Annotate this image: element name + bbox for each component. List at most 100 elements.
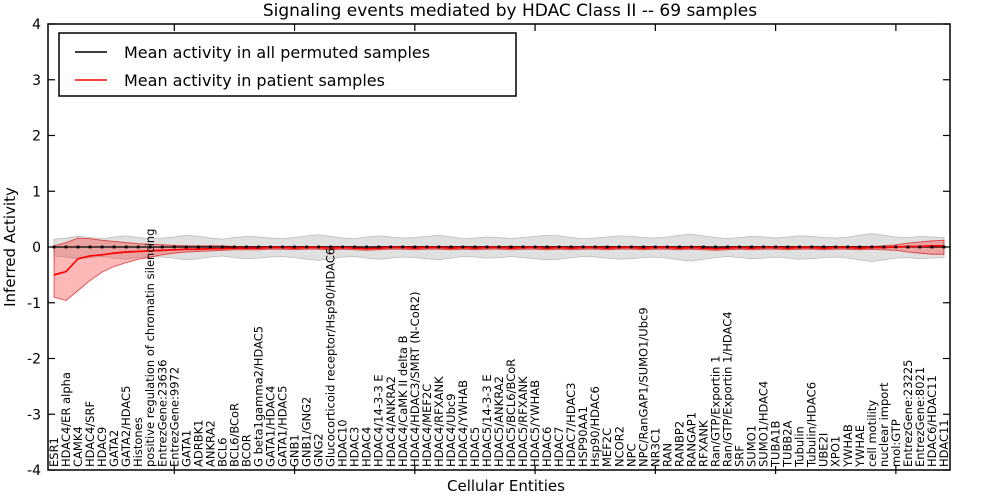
permuted-point-marker [810, 245, 814, 249]
y-tick-label: 0 [32, 240, 41, 256]
x-category-label: MEF2C [600, 428, 614, 467]
y-tick-label: -3 [27, 407, 41, 423]
x-category-label: GATA1/HDAC4 [263, 386, 277, 467]
permuted-point-marker [425, 245, 429, 249]
permuted-point-marker [617, 245, 621, 249]
x-category-label: HDAC3 [348, 427, 362, 467]
permuted-point-marker [148, 245, 152, 249]
permuted-point-marker [136, 245, 140, 249]
permuted-point-marker [533, 245, 537, 249]
permuted-point-marker [774, 245, 778, 249]
permuted-point-marker [461, 245, 465, 249]
chart-title: Signaling events mediated by HDAC Class … [263, 1, 757, 21]
permuted-point-marker [293, 245, 296, 249]
y-tick-label: -4 [27, 463, 41, 479]
x-category-label: HDAC4/14-3-3 E [372, 374, 386, 467]
permuted-point-marker [341, 245, 345, 249]
permuted-point-marker [678, 245, 681, 249]
x-category-label: HDAC5/RFXANK [516, 376, 530, 467]
legend-box [58, 32, 517, 97]
x-category-label: UBE2I [817, 433, 831, 467]
x-category-label: GNB1 [288, 434, 302, 467]
x-category-label: HDAC10 [336, 419, 350, 467]
permuted-point-marker [726, 245, 729, 249]
x-category-label: HDAC4/YWHAB [456, 380, 470, 467]
permuted-point-marker [160, 245, 164, 249]
y-tick-label: 4 [32, 17, 41, 33]
x-category-label: HDAC5 [468, 427, 482, 467]
x-category-label: HDAC4/Ubc9 [444, 393, 458, 467]
x-category-label: NPC [624, 443, 638, 467]
x-category-label: GATA2/HDAC5 [119, 386, 133, 467]
permuted-point-marker [894, 245, 898, 249]
x-category-label: HDAC7 [552, 427, 566, 467]
permuted-point-marker [413, 245, 417, 249]
permuted-point-marker [329, 245, 333, 249]
permuted-point-marker [64, 245, 68, 249]
x-category-label: TUBA1B [769, 420, 783, 468]
x-category-label: HDAC5/YWHAB [528, 380, 542, 467]
x-category-label: G beta1gamma2/HDAC5 [251, 326, 265, 467]
permuted-point-marker [485, 245, 489, 249]
x-axis-label: Cellular Entities [447, 477, 565, 495]
x-category-label: HDAC5/ANKRA2 [492, 376, 506, 467]
permuted-point-marker [738, 245, 741, 249]
permuted-point-marker [100, 245, 104, 249]
x-category-label: HDAC5/14-3-3 E [480, 374, 494, 467]
permuted-point-marker [629, 245, 633, 249]
permuted-point-marker [822, 245, 826, 249]
x-category-label: HDAC4/MEF2C [420, 384, 434, 467]
permuted-point-marker [581, 245, 585, 249]
permuted-point-marker [906, 245, 910, 249]
x-category-label: CAMK4 [71, 426, 85, 467]
y-tick-label: -2 [27, 352, 41, 368]
x-category-label: SUMO1 [745, 425, 759, 467]
x-category-label: positive regulation of chromatin silenci… [143, 229, 157, 467]
x-category-label: nuclear import [877, 382, 891, 467]
permuted-point-marker [76, 245, 80, 249]
x-category-label: cell motility [865, 400, 879, 467]
permuted-point-marker [401, 245, 405, 249]
x-category-label: HDAC4 [360, 427, 374, 467]
x-category-label: EntrezGene:23225 [901, 360, 915, 467]
x-category-label: mol:GTP [889, 419, 903, 467]
x-category-label: Ran/GTP/Exportin 1/HDAC4 [721, 311, 735, 467]
x-category-label: EntrezGene:9972 [167, 367, 181, 467]
x-category-label: HDAC7/HDAC3 [564, 383, 578, 468]
x-category-label: RFXANK [696, 420, 710, 467]
x-category-label: GATA1 [179, 430, 193, 467]
x-category-label: HDAC4/HDAC3/SMRT (N-CoR2) [408, 291, 422, 467]
x-category-label: BCOR [239, 434, 253, 467]
x-category-label: NCOR2 [612, 426, 626, 467]
permuted-point-marker [690, 245, 693, 249]
permuted-point-marker [124, 245, 128, 249]
permuted-point-marker [353, 245, 357, 249]
x-category-label: RANGAP1 [684, 412, 698, 467]
permuted-point-marker [930, 245, 934, 249]
permuted-point-marker [798, 245, 802, 249]
x-category-label: HSP90AA1 [576, 406, 590, 467]
x-category-label: HDAC4/ER alpha [59, 372, 73, 467]
permuted-point-marker [365, 245, 369, 249]
x-category-label: HDAC4/SRF [83, 401, 97, 467]
x-category-label: GATA2 [107, 430, 121, 467]
permuted-point-marker [918, 245, 922, 249]
x-category-label: YWHAB [841, 424, 855, 468]
permuted-point-marker [641, 245, 645, 249]
permuted-point-marker [762, 245, 765, 249]
permuted-point-marker [389, 245, 393, 249]
legend: Mean activity in all permuted samples Me… [58, 32, 517, 97]
x-category-label: Hsp90/HDAC6 [588, 386, 602, 467]
legend-label-permuted: Mean activity in all permuted samples [124, 43, 430, 62]
permuted-point-marker [846, 245, 850, 249]
x-category-label: HDAC9 [95, 427, 109, 467]
x-category-label: HDAC4/CaMK II delta B [396, 335, 410, 467]
permuted-point-marker [233, 245, 236, 249]
permuted-point-marker [653, 245, 657, 249]
x-category-label: Histones [131, 417, 145, 467]
permuted-point-marker [257, 245, 260, 249]
permuted-point-marker [786, 245, 790, 249]
x-category-label: ANKRA2 [203, 420, 217, 467]
